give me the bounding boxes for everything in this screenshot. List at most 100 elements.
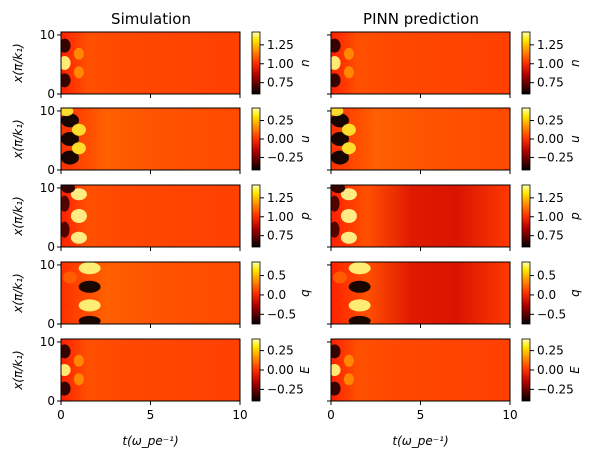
colorbar-tick-label: 0.75 <box>537 76 564 90</box>
heatmap-feature <box>340 188 357 201</box>
heatmap-feature <box>70 209 87 223</box>
colorbar-label: n <box>568 59 582 67</box>
colorbar-tick-label: 0.0 <box>267 288 286 302</box>
heatmap-feature <box>61 344 71 359</box>
heatmap-feature <box>331 132 349 146</box>
colorbar-tick-label: 0.5 <box>537 269 556 283</box>
heatmap-feature <box>61 73 71 88</box>
heatmap-feature <box>341 123 356 136</box>
heatmap-feature <box>331 38 341 53</box>
colorbar-tick-label: 1.25 <box>537 191 564 205</box>
x-tick-label: 5 <box>417 408 425 422</box>
heatmap-feature <box>78 299 101 312</box>
heatmap-feature <box>71 123 86 136</box>
heatmap-feature <box>348 315 371 324</box>
colorbar-tick-label: −0.25 <box>267 150 304 164</box>
colorbar-tick-label: −0.25 <box>537 382 574 396</box>
heatmap-feature <box>61 150 79 165</box>
heatmap-feature <box>331 344 341 359</box>
colorbar-label: u <box>298 135 312 143</box>
y-axis-label: x(π/k₁) <box>11 43 25 84</box>
heatmap-feature <box>61 195 70 212</box>
y-tick-label: 0 <box>47 163 55 177</box>
heatmap-feature <box>61 132 79 146</box>
colorbar-tick-label: 1.00 <box>267 57 294 71</box>
colorbar-tick-label: 0.00 <box>267 363 294 377</box>
colorbar-label: p <box>298 212 312 221</box>
heatmap-field <box>331 32 510 94</box>
heatmap-E-pinn <box>331 339 510 401</box>
y-tick-label: 0 <box>47 394 55 408</box>
y-axis-label: x(π/k₁) <box>11 273 25 314</box>
heatmap-feature <box>331 364 341 376</box>
heatmap-feature <box>61 221 70 238</box>
heatmap-feature <box>331 221 340 238</box>
colorbar-tick-label: 0.25 <box>537 114 564 128</box>
colorbar-tick-label: −0.5 <box>267 307 296 321</box>
heatmap-u-pinn <box>331 108 510 170</box>
colorbar <box>251 338 261 402</box>
colorbar-tick-label: 0.75 <box>267 76 294 90</box>
colorbar-tick-label: −0.25 <box>537 150 574 164</box>
heatmap-field <box>61 339 240 401</box>
colorbar <box>251 261 261 325</box>
heatmap-feature <box>78 315 101 324</box>
x-axis-label: t(ω_pe⁻¹) <box>392 434 448 448</box>
heatmap-feature <box>331 108 344 117</box>
colorbar-label: q <box>298 289 312 297</box>
heatmap-q-pinn <box>331 262 510 324</box>
colorbar <box>521 261 531 325</box>
heatmap-p-simulation <box>61 185 240 247</box>
y-tick-label: 10 <box>40 104 55 118</box>
heatmap-feature <box>331 381 341 396</box>
heatmap-field <box>331 339 510 401</box>
colorbar <box>251 184 261 248</box>
col-title-pinn: PINN prediction <box>363 10 479 28</box>
x-axis-label: t(ω_pe⁻¹) <box>122 434 178 448</box>
colorbar <box>521 338 531 402</box>
heatmap-q-simulation <box>61 262 240 324</box>
colorbar-tick-label: 0.00 <box>537 132 564 146</box>
colorbar-tick-label: −0.5 <box>537 307 566 321</box>
colorbar-tick-label: 0.25 <box>267 344 294 358</box>
y-tick-label: 0 <box>47 87 55 101</box>
heatmap-n-simulation <box>61 32 240 94</box>
colorbar-label: n <box>298 59 312 67</box>
heatmap-feature <box>343 354 354 367</box>
colorbar-label: u <box>568 135 582 143</box>
heatmap-feature <box>71 142 86 155</box>
heatmap-feature <box>73 373 84 386</box>
heatmap-feature <box>73 66 84 79</box>
x-tick-label: 10 <box>502 408 517 422</box>
x-tick-label: 0 <box>327 408 335 422</box>
heatmap-feature <box>340 209 357 223</box>
heatmap-feature <box>61 113 79 128</box>
heatmap-feature <box>331 56 341 70</box>
y-tick-label: 10 <box>40 181 55 195</box>
colorbar <box>521 107 531 171</box>
x-tick-label: 0 <box>57 408 65 422</box>
heatmap-feature <box>61 364 71 376</box>
colorbar-tick-label: 1.00 <box>537 57 564 71</box>
colorbar-tick-label: 1.00 <box>267 210 294 224</box>
colorbar-label: p <box>568 212 582 221</box>
y-tick-label: 10 <box>40 335 55 349</box>
colorbar <box>251 31 261 95</box>
colorbar-tick-label: 0.00 <box>537 363 564 377</box>
colorbar-label: E <box>568 366 582 374</box>
heatmap-feature <box>340 231 357 244</box>
heatmap-feature <box>62 271 77 284</box>
heatmap-feature <box>331 195 340 212</box>
colorbar-tick-label: 1.25 <box>267 38 294 52</box>
heatmap-n-pinn <box>331 32 510 94</box>
colorbar-tick-label: 1.25 <box>267 191 294 205</box>
heatmap-feature <box>331 150 349 165</box>
heatmap-feature <box>61 38 71 53</box>
y-tick-label: 10 <box>40 258 55 272</box>
heatmap-feature <box>341 142 356 155</box>
colorbar-label: q <box>568 289 582 297</box>
colorbar <box>521 184 531 248</box>
y-axis-label: x(π/k₁) <box>11 350 25 391</box>
heatmap-feature <box>331 113 349 128</box>
